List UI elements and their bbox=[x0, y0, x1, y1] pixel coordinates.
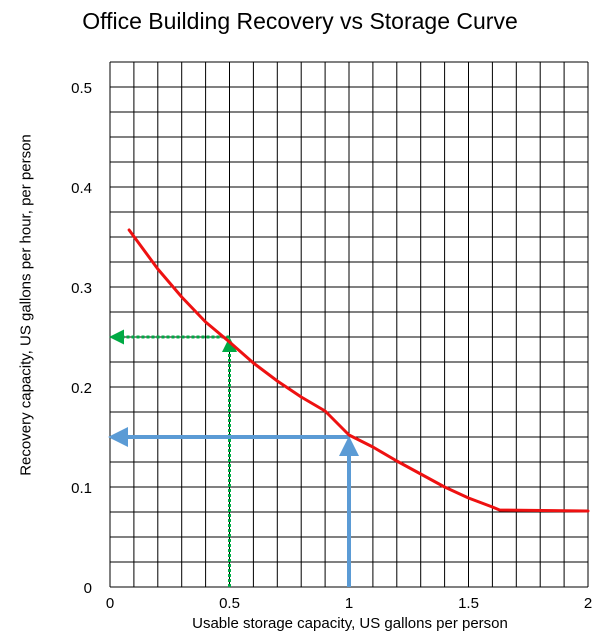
x-tick-label: 2 bbox=[584, 595, 592, 612]
x-tick-label: 1.5 bbox=[458, 595, 479, 612]
y-tick-label: 0.4 bbox=[71, 180, 92, 197]
x-tick-label: 0 bbox=[106, 595, 114, 612]
x-tick-label: 1 bbox=[345, 595, 353, 612]
y-axis-label-wrap: Recovery capacity, US gallons per hour, … bbox=[14, 105, 38, 505]
y-tick-label: 0 bbox=[84, 580, 92, 597]
y-tick-label: 0.5 bbox=[71, 80, 92, 97]
curve-line bbox=[127, 228, 590, 513]
x-tick-label: 0.5 bbox=[219, 595, 240, 612]
y-tick-label: 0.1 bbox=[71, 480, 92, 497]
chart-title: Office Building Recovery vs Storage Curv… bbox=[82, 8, 518, 34]
y-axis-label: Recovery capacity, US gallons per hour, … bbox=[17, 134, 35, 476]
y-tick-label: 0.2 bbox=[71, 380, 92, 397]
x-axis-label: Usable storage capacity, US gallons per … bbox=[192, 615, 508, 632]
y-tick-label: 0.3 bbox=[71, 280, 92, 297]
